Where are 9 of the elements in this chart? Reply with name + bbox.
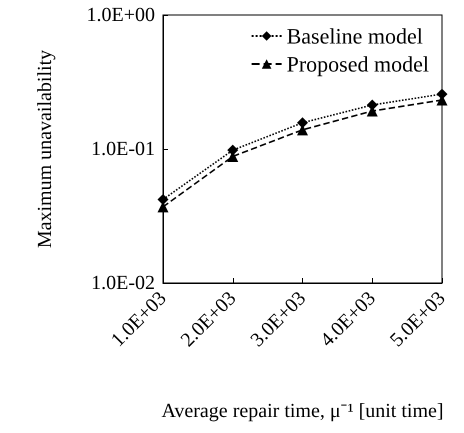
- legend-label: Baseline model: [286, 24, 423, 48]
- point: [297, 117, 308, 128]
- legend-label: Proposed model: [286, 52, 430, 76]
- y-tick-label: 1.0E-02: [91, 272, 155, 294]
- y-tick-label: 1.0E-01: [91, 138, 155, 160]
- point: [158, 194, 168, 205]
- y-tick-label: 1.0E+00: [86, 4, 155, 26]
- x-axis-title: Average repair time, μ⁻¹ [unit time]: [161, 400, 444, 422]
- y-axis-title: Maximum unavailability: [34, 50, 56, 248]
